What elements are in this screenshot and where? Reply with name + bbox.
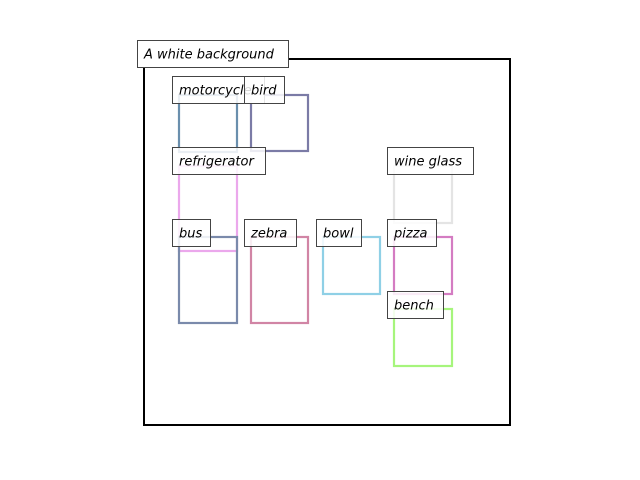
bus-label-text: bus [179,227,202,242]
bus-label-box [172,219,211,247]
pizza-label-text: pizza [393,227,428,242]
bus-label: bus [172,219,211,247]
bird-label-box [244,76,285,104]
motorcycle-label-text: motorcycle [179,84,252,99]
bench-label: bench [387,291,444,319]
zebra-label: zebra [244,219,297,247]
zebra-label-box [244,219,297,247]
zebra-box [249,235,310,325]
bird-label: bird [244,76,285,104]
bird-label-text: bird [251,84,277,99]
bench-label-box [387,291,444,319]
caption-text: A white background [143,48,275,63]
pizza-label-box [387,219,437,247]
bowl-label-text: bowl [323,227,354,242]
bus-box [177,235,239,325]
scene-frame [143,58,511,426]
wine-glass-label-box [387,147,474,175]
wine-glass-label: wine glass [387,147,474,175]
bowl-label-box [316,219,362,247]
object-labels: motorcycle bird refrigerator wine glass bus z… [172,76,474,319]
refrigerator-label-box [172,147,266,175]
zebra-label-text: zebra [250,227,287,242]
bowl-label: bowl [316,219,362,247]
caption-label: A white background [137,40,289,68]
refrigerator-label-text: refrigerator [179,155,255,170]
pizza-label: pizza [387,219,437,247]
refrigerator-label: refrigerator [172,147,266,175]
wine-glass-label-text: wine glass [394,155,462,170]
bench-label-text: bench [394,299,434,314]
